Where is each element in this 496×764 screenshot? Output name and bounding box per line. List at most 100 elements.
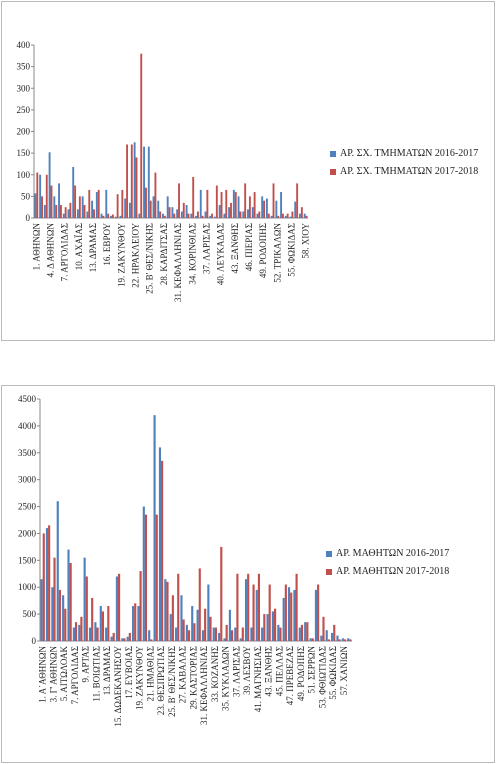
bar <box>291 211 294 218</box>
bar <box>289 216 292 218</box>
bar <box>187 213 190 218</box>
bar <box>201 630 205 641</box>
bar <box>78 196 81 218</box>
bar <box>153 415 156 641</box>
bar <box>123 638 126 641</box>
bar <box>176 209 179 218</box>
bar <box>53 196 56 218</box>
bar <box>309 638 312 641</box>
bar <box>296 183 299 218</box>
bar <box>284 584 287 641</box>
bar <box>41 196 43 218</box>
x-tick-label: 37. ΛΑΡΙΣΑΣ <box>201 223 211 274</box>
x-tick-label: 43. ΞΑΝΘΗΣ <box>264 646 274 697</box>
bar <box>333 624 336 641</box>
bar <box>195 215 197 218</box>
x-tick-label: 57. ΧΑΝΙΩΝ <box>339 646 349 696</box>
bar <box>234 192 237 218</box>
x-tick-label: 7. ΑΡΓΟΛΙΔΑΣ <box>60 223 70 281</box>
bar <box>290 592 293 641</box>
bar <box>294 201 297 218</box>
legend: ΑΡ. ΣΧ. ΤΜΗΜΑΤΩΝ 2016-2017 ΑΡ. ΣΧ. ΤΜΗΜΑΤ… <box>330 148 490 184</box>
bar <box>149 200 152 218</box>
bar <box>171 207 174 218</box>
bar <box>303 213 306 218</box>
bar <box>349 639 352 641</box>
bar <box>182 619 185 641</box>
bar <box>88 189 91 218</box>
bar <box>116 194 119 218</box>
bar <box>168 207 171 218</box>
x-tick-label: 3. Γ' ΑΘΗΝΩΝ <box>48 646 58 703</box>
bar <box>327 639 330 641</box>
bar <box>347 638 350 641</box>
bar <box>45 174 48 218</box>
legend-item: ΑΡ. ΣΧ. ΤΜΗΜΑΤΩΝ 2017-2018 <box>330 166 490 178</box>
legend-label: ΑΡ. ΜΑΘΗΤΩΝ 2016-2017 <box>336 548 450 559</box>
bar <box>124 198 127 218</box>
bar <box>171 595 174 641</box>
x-tick-label: 41. ΜΑΓΝΗΣΙΑΣ <box>253 646 263 712</box>
x-tick-label: 45. ΠΕΛΛΑΣ <box>274 646 284 696</box>
chart-panel: 0 50 100 150 200 250 300 350 400 1. ΑΘΗΝΩΝ 4. Δ ΑΘ… <box>1 1 495 341</box>
bar <box>111 214 114 218</box>
bar <box>69 563 72 641</box>
x-tick-label: 19. ΖΑΚΥΝΘΟΥ <box>135 646 145 711</box>
legend-swatch <box>326 551 332 557</box>
x-tick-label: 51. ΣΕΡΡΩΝ <box>307 646 317 694</box>
bar <box>271 611 274 641</box>
bar <box>102 215 105 218</box>
legend-swatch <box>330 169 336 175</box>
bar <box>101 611 105 641</box>
bar <box>341 638 344 641</box>
x-tick-label: 40. ΛΕΥΚΑΔΑΣ <box>216 223 226 285</box>
bar <box>173 213 176 218</box>
bar <box>286 213 289 218</box>
bar <box>110 636 113 641</box>
x-tick-label: 7. ΑΡΓΟΛΙΔΑΣ <box>70 646 80 704</box>
bar <box>270 215 273 218</box>
bar <box>198 568 201 641</box>
bar <box>206 189 209 218</box>
x-tick-label: 19. ΖΑΚΥΝΘΟΥ <box>116 223 126 288</box>
bar <box>191 606 194 641</box>
x-tick-label: 53. ΦΘΙΩΤΙΔΑΣ <box>317 646 327 708</box>
bar <box>94 622 97 641</box>
bar <box>209 616 212 641</box>
bar <box>100 213 103 218</box>
bar <box>244 183 247 218</box>
bar <box>59 205 62 218</box>
bar <box>154 172 157 218</box>
x-tick-label: 1. Α΄ΑΘΗΝΩΝ <box>38 646 48 703</box>
bar <box>74 185 77 218</box>
bar <box>126 144 129 218</box>
bar <box>263 200 266 218</box>
y-tick-label: 250 <box>17 105 31 115</box>
x-tick-label: 58. ΧΙΟΥ <box>301 223 311 259</box>
bar <box>128 202 131 218</box>
legend-swatch <box>330 151 336 157</box>
y-tick-label: 4000 <box>18 421 37 431</box>
bar <box>34 193 37 218</box>
bar <box>207 584 210 641</box>
bar <box>331 632 334 641</box>
bar <box>161 460 164 641</box>
bar <box>274 608 277 641</box>
bar <box>266 614 269 641</box>
bar <box>258 211 261 218</box>
bar <box>267 213 270 218</box>
bar <box>36 172 39 218</box>
bar <box>282 213 284 218</box>
bar <box>119 215 122 218</box>
bar <box>265 198 268 218</box>
x-tick-label: 31. ΚΕΦΑΛΛΗΝΙΑΣ <box>199 646 209 725</box>
y-tick-label: 3000 <box>18 475 37 485</box>
bar <box>317 584 320 641</box>
x-tick-label: 21. ΗΜΑΘΙΑΣ <box>145 646 155 701</box>
x-tick-label: 49. ΡΟΔΟΠΗΣ <box>258 223 268 278</box>
bar <box>130 144 133 218</box>
bar <box>42 533 45 641</box>
bar <box>56 501 59 641</box>
chart: 0 500 1000 1500 2000 2500 3000 3500 4000 4500 1. Α… <box>18 394 352 727</box>
bar <box>250 627 253 641</box>
